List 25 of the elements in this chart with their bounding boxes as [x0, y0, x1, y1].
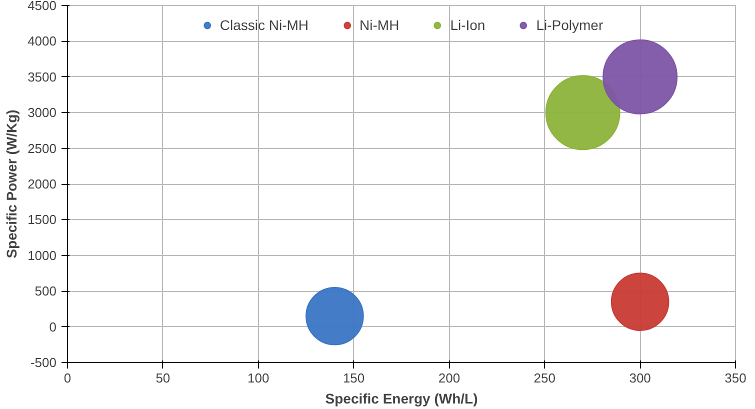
x-tick-label: 0	[64, 370, 72, 386]
y-tick-label: 3500	[28, 69, 56, 84]
x-axis-title: Specific Energy (Wh/L)	[325, 390, 478, 406]
x-tick-label: 250	[534, 370, 556, 386]
y-tick-label: -500	[30, 355, 57, 370]
y-tick-label: 4000	[28, 34, 56, 49]
y-tick-label: 2500	[28, 140, 56, 156]
x-tick-label: 50	[156, 370, 170, 386]
legend-label: Classic Ni-MH	[220, 17, 309, 33]
y-tick-label: 3000	[28, 105, 56, 120]
x-tick-label: 100	[248, 370, 270, 386]
y-tick-label: 2000	[28, 176, 56, 192]
y-tick-label: 500	[34, 284, 57, 299]
x-tick-label: 200	[438, 370, 460, 386]
legend-label: Li-Ion	[450, 17, 486, 33]
y-tick-label: 1500	[28, 212, 56, 228]
x-tick-label: 150	[342, 370, 365, 386]
y-tick-label: 1000	[28, 248, 56, 263]
y-axis-title: Specific Power (W/Kg)	[4, 110, 20, 258]
x-tick-label: 350	[724, 370, 746, 386]
y-tick-label: 4500	[28, 0, 56, 13]
legend-label: Ni-MH	[360, 17, 400, 33]
legend-label: Li-Polymer	[536, 17, 604, 33]
y-tick-label: 0	[49, 319, 57, 334]
x-tick-label: 300	[629, 370, 651, 386]
